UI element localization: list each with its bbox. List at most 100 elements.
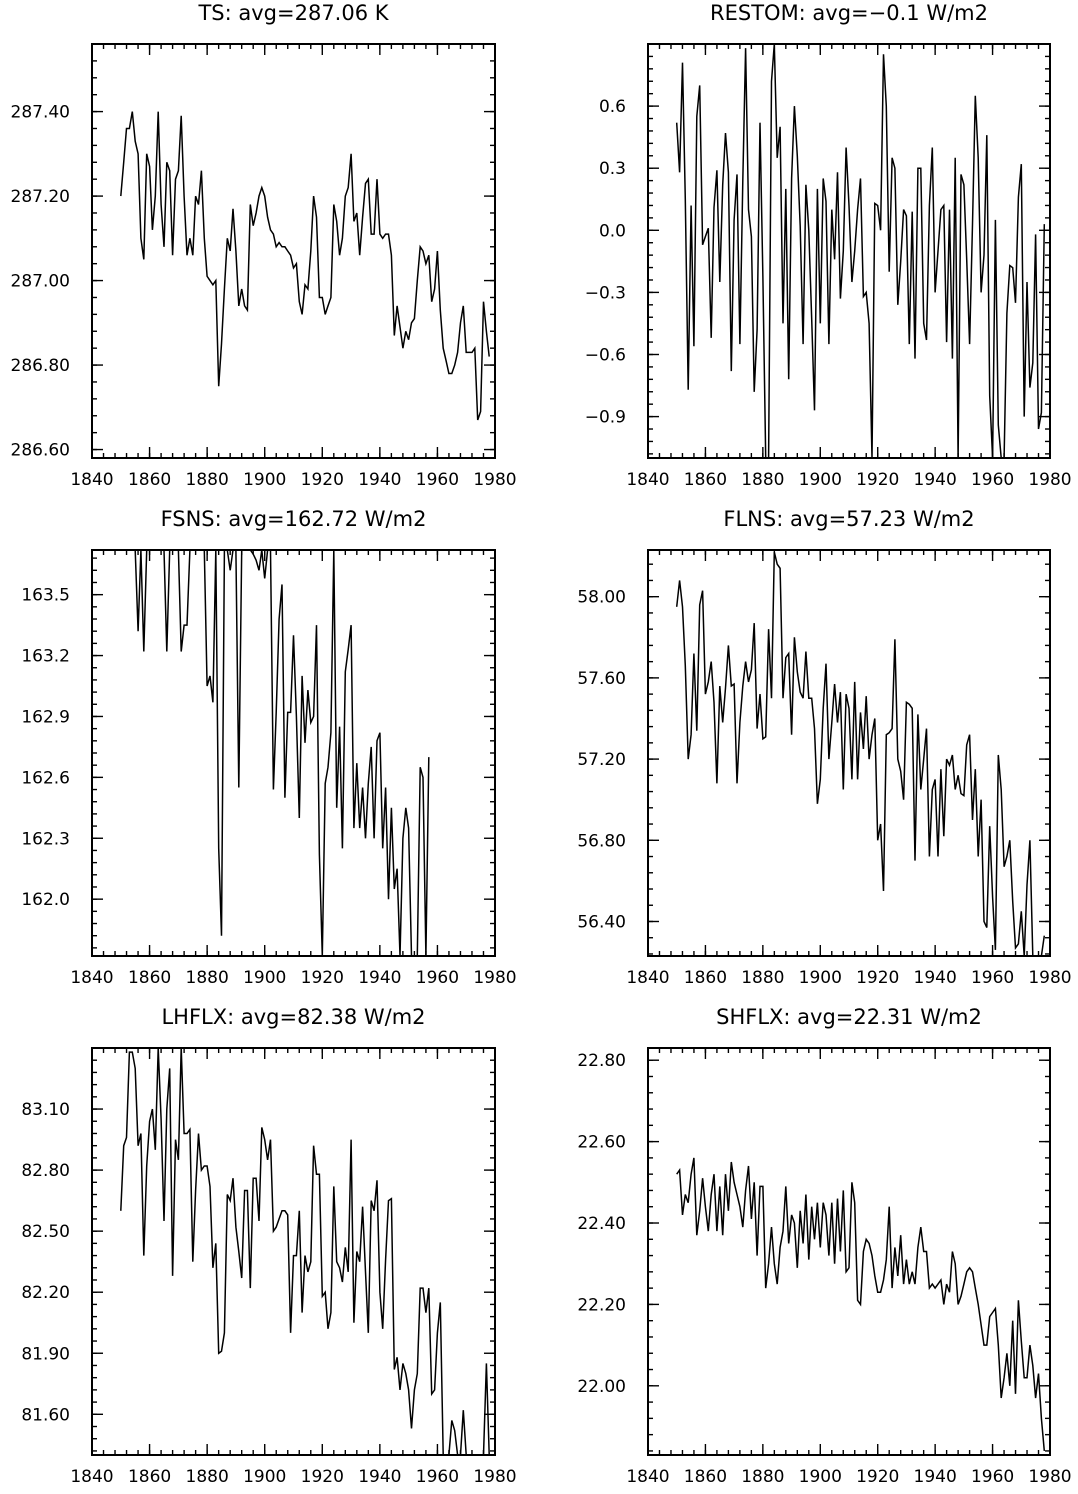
y-tick-label: 22.60 (577, 1133, 626, 1153)
panel-lhflx: LHFLX: avg=82.38 W/m2 1840 1860 1880 1900 192… (21, 1005, 516, 1487)
x-tick-label: 1920 (856, 1467, 899, 1487)
y-tick-label: 163.5 (21, 586, 70, 606)
x-tick-label: 1900 (243, 968, 286, 988)
x-tick-label: 1900 (243, 470, 286, 490)
y-tick-label: 162.3 (21, 829, 70, 849)
x-tick-label: 1880 (741, 968, 784, 988)
panel-restom: RESTOM: avg=−0.1 W/m2 1840 1860 1880 1900 192… (585, 1, 1072, 490)
x-tick-label: 1860 (128, 968, 171, 988)
x-tick-label: 1980 (473, 968, 516, 988)
y-tick-label: −0.6 (585, 346, 626, 366)
x-tick-label: 1980 (1028, 1467, 1071, 1487)
series-line (675, 551, 1046, 957)
y-tick-label: 0.0 (599, 221, 626, 241)
y-tick-label: 56.40 (577, 912, 626, 932)
y-tick-label: 81.60 (21, 1405, 70, 1425)
x-tick-label: 1960 (416, 1467, 459, 1487)
x-tick-label: 1920 (856, 470, 899, 490)
series-line (676, 1157, 1046, 1451)
x-tick-label: 1880 (741, 1467, 784, 1487)
x-tick-label: 1960 (971, 470, 1014, 490)
y-tick-label: 82.50 (21, 1222, 70, 1242)
y-tick-label: −0.3 (585, 283, 626, 303)
y-tick-label: 22.40 (577, 1214, 626, 1234)
x-tick-label: 1980 (1028, 968, 1071, 988)
y-tick-label: 83.10 (21, 1100, 70, 1120)
x-tick-label: 1880 (186, 1467, 229, 1487)
plot-frame (91, 549, 496, 957)
plot-frame (647, 1047, 1051, 1456)
x-tick-label: 1920 (301, 968, 344, 988)
x-tick-label: 1940 (358, 968, 401, 988)
x-tick-label: 1880 (186, 968, 229, 988)
y-tick-label: 56.80 (577, 831, 626, 851)
y-tick-label: 82.20 (21, 1283, 70, 1303)
y-tick-label: 81.90 (21, 1344, 70, 1364)
x-tick-label: 1980 (473, 470, 516, 490)
x-tick-label: 1900 (799, 968, 842, 988)
panel-title: FSNS: avg=162.72 W/m2 (161, 507, 427, 531)
x-tick-label: 1840 (70, 1467, 113, 1487)
panel-flns: FLNS: avg=57.23 W/m2 1840 1860 1880 1900 1920… (577, 507, 1071, 988)
plot-frame (647, 549, 1051, 957)
x-tick-label: 1860 (684, 1467, 727, 1487)
panel-fsns: FSNS: avg=162.72 W/m2 1840 1860 1880 1900 192… (21, 507, 516, 988)
y-tick-label: 286.60 (11, 441, 70, 461)
y-tick-label: 163.2 (21, 647, 70, 667)
x-tick-label: 1940 (914, 968, 957, 988)
x-tick-label: 1920 (856, 968, 899, 988)
x-tick-label: 1860 (128, 470, 171, 490)
y-tick-label: 287.20 (11, 187, 70, 207)
x-tick-label: 1940 (358, 1467, 401, 1487)
panel-ts: TS: avg=287.06 K 1840 1860 1880 1900 1920 1940… (11, 1, 517, 490)
panel-title: TS: avg=287.06 K (197, 1, 389, 25)
panel-shflx: SHFLX: avg=22.31 W/m2 1840 1860 1880 1900 192… (577, 1005, 1071, 1487)
panel-title: RESTOM: avg=−0.1 W/m2 (710, 1, 988, 25)
x-tick-label: 1840 (70, 470, 113, 490)
panel-title: FLNS: avg=57.23 W/m2 (723, 507, 974, 531)
panel-title: LHFLX: avg=82.38 W/m2 (161, 1005, 425, 1029)
series-line (120, 549, 430, 957)
x-tick-label: 1900 (799, 1467, 842, 1487)
y-tick-label: 287.40 (11, 103, 70, 123)
y-tick-label: 57.20 (577, 750, 626, 770)
x-tick-label: 1920 (301, 1467, 344, 1487)
x-tick-label: 1940 (914, 1467, 957, 1487)
series-line (120, 111, 490, 421)
y-tick-label: 22.20 (577, 1295, 626, 1315)
x-tick-label: 1940 (358, 470, 401, 490)
y-tick-label: 287.00 (11, 272, 70, 292)
y-tick-label: 82.80 (21, 1161, 70, 1181)
x-tick-label: 1840 (626, 968, 669, 988)
y-tick-label: 22.00 (577, 1377, 626, 1397)
y-tick-label: 0.3 (599, 159, 626, 179)
x-tick-label: 1960 (416, 968, 459, 988)
x-tick-label: 1860 (128, 1467, 171, 1487)
y-tick-label: 57.60 (577, 669, 626, 689)
x-tick-label: 1900 (799, 470, 842, 490)
y-tick-label: −0.9 (585, 408, 626, 428)
x-tick-label: 1960 (971, 1467, 1014, 1487)
panel-title: SHFLX: avg=22.31 W/m2 (716, 1005, 982, 1029)
x-tick-label: 1840 (626, 1467, 669, 1487)
y-tick-label: 58.00 (577, 588, 626, 608)
x-tick-label: 1860 (684, 470, 727, 490)
x-tick-label: 1900 (243, 1467, 286, 1487)
series-line (675, 43, 1046, 459)
x-tick-label: 1920 (301, 470, 344, 490)
y-tick-label: 286.80 (11, 356, 70, 376)
x-tick-label: 1880 (741, 470, 784, 490)
x-tick-label: 1980 (473, 1467, 516, 1487)
plot-frame (647, 43, 1051, 459)
x-tick-label: 1960 (416, 470, 459, 490)
x-tick-label: 1880 (186, 470, 229, 490)
x-tick-label: 1960 (971, 968, 1014, 988)
x-tick-label: 1840 (626, 470, 669, 490)
y-tick-label: 162.0 (21, 890, 70, 910)
x-tick-label: 1860 (684, 968, 727, 988)
y-tick-label: 162.9 (21, 707, 70, 727)
x-tick-label: 1980 (1028, 470, 1071, 490)
y-tick-label: 162.6 (21, 768, 70, 788)
x-tick-label: 1940 (914, 470, 957, 490)
